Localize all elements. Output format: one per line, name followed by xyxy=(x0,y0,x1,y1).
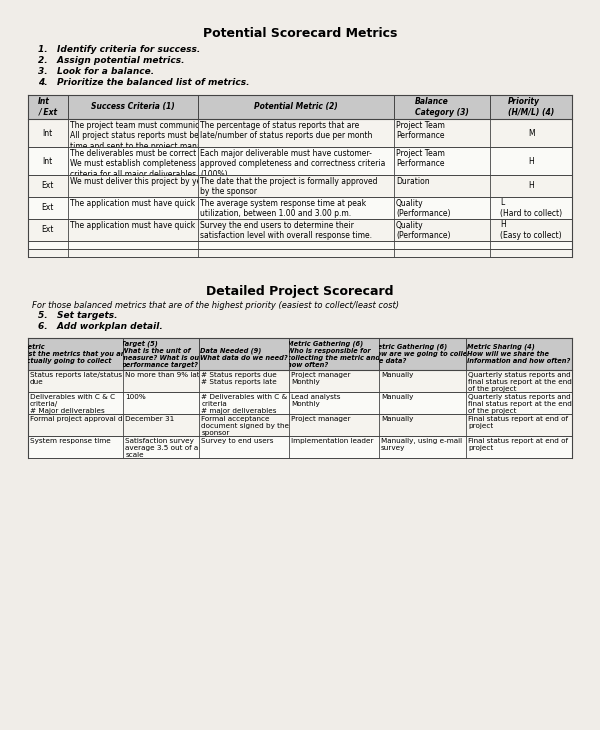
Text: The deliverables must be correct the first time.
We must establish completeness : The deliverables must be correct the fir… xyxy=(70,149,259,179)
Bar xyxy=(379,370,466,392)
Bar xyxy=(466,392,572,414)
Bar xyxy=(28,147,68,175)
Text: 3.   Look for a balance.: 3. Look for a balance. xyxy=(38,67,154,76)
Text: Formal acceptance
document signed by the
sponsor: Formal acceptance document signed by the… xyxy=(202,416,289,436)
Text: Final status report at end of
project: Final status report at end of project xyxy=(468,438,568,451)
Bar xyxy=(490,241,572,249)
Text: 1.   Identify criteria for success.: 1. Identify criteria for success. xyxy=(38,45,200,54)
Bar xyxy=(394,219,490,241)
Text: Each major deliverable must have customer-
approved completeness and correctness: Each major deliverable must have custome… xyxy=(200,149,386,179)
Bar xyxy=(123,392,199,414)
Text: The application must have quick response time.: The application must have quick response… xyxy=(70,221,254,230)
Text: Metric
List the metrics that you are
actually going to collect: Metric List the metrics that you are act… xyxy=(22,344,129,364)
Bar xyxy=(28,95,68,119)
Text: H: H xyxy=(529,182,534,191)
Bar xyxy=(289,392,379,414)
Bar xyxy=(490,197,572,219)
Bar xyxy=(28,338,123,370)
Text: Int
/ Ext: Int / Ext xyxy=(38,97,58,117)
Bar xyxy=(68,95,198,119)
Text: Project Team
Performance: Project Team Performance xyxy=(396,121,445,140)
Bar xyxy=(68,219,198,241)
Text: 100%: 100% xyxy=(125,394,146,400)
Text: Potential Scorecard Metrics: Potential Scorecard Metrics xyxy=(203,27,397,40)
Text: # Deliverables with C & C
criteria
# major deliverables: # Deliverables with C & C criteria # maj… xyxy=(202,394,295,414)
Bar xyxy=(198,249,394,257)
Text: Ext: Ext xyxy=(41,204,54,212)
Bar xyxy=(198,147,394,175)
Text: Final status report at end of
project: Final status report at end of project xyxy=(468,416,568,429)
Bar xyxy=(123,414,199,436)
Text: Lead analysts
Monthly: Lead analysts Monthly xyxy=(291,394,341,407)
Bar xyxy=(394,249,490,257)
Bar xyxy=(394,147,490,175)
Bar xyxy=(490,119,572,147)
Bar xyxy=(289,338,379,370)
Bar xyxy=(198,175,394,197)
Text: Metric Gathering (6)
How are we going to collect
the data?: Metric Gathering (6) How are we going to… xyxy=(371,344,474,364)
Bar xyxy=(394,241,490,249)
Text: Duration: Duration xyxy=(396,177,430,186)
Text: H: H xyxy=(529,156,534,166)
Bar xyxy=(198,197,394,219)
Text: The application must have quick response time.: The application must have quick response… xyxy=(70,199,254,208)
Text: Status reports late/status reports
due: Status reports late/status reports due xyxy=(30,372,151,385)
Bar xyxy=(198,95,394,119)
Text: 5.   Set targets.: 5. Set targets. xyxy=(38,311,118,320)
Bar xyxy=(68,197,198,219)
Bar xyxy=(490,147,572,175)
Text: The project team must communicate proactively.
All project status reports must b: The project team must communicate proact… xyxy=(70,121,258,151)
Bar xyxy=(394,119,490,147)
Bar xyxy=(199,338,289,370)
Bar xyxy=(68,249,198,257)
Bar xyxy=(198,219,394,241)
Bar xyxy=(490,249,572,257)
Bar xyxy=(199,436,289,458)
Bar xyxy=(490,175,572,197)
Bar xyxy=(490,219,572,241)
Bar xyxy=(289,414,379,436)
Text: Quality
(Performance): Quality (Performance) xyxy=(396,221,451,240)
Text: Int: Int xyxy=(43,128,53,137)
Bar xyxy=(379,436,466,458)
Bar xyxy=(28,414,123,436)
Text: Priority
(H/M/L) (4): Priority (H/M/L) (4) xyxy=(508,97,554,117)
Bar xyxy=(28,175,68,197)
Text: The percentage of status reports that are
late/number of status reports due per : The percentage of status reports that ar… xyxy=(200,121,373,140)
Bar xyxy=(28,241,68,249)
Bar xyxy=(28,219,68,241)
Bar xyxy=(466,436,572,458)
Text: We must deliver this project by year end.: We must deliver this project by year end… xyxy=(70,177,228,186)
Text: The date that the project is formally approved
by the sponsor: The date that the project is formally ap… xyxy=(200,177,378,196)
Text: Int: Int xyxy=(43,156,53,166)
Text: Target (5)
What is the unit of
measure? What is our
performance target?: Target (5) What is the unit of measure? … xyxy=(121,340,202,368)
Text: Quarterly status reports and
final status report at the end
of the project: Quarterly status reports and final statu… xyxy=(468,394,572,414)
Bar xyxy=(199,392,289,414)
Text: Detailed Project Scorecard: Detailed Project Scorecard xyxy=(206,285,394,298)
Bar xyxy=(28,249,68,257)
Bar xyxy=(199,370,289,392)
Bar xyxy=(394,95,490,119)
Bar xyxy=(198,241,394,249)
Text: Metric Gathering (6)
Who is responsible for
collecting the metric and
how often?: Metric Gathering (6) Who is responsible … xyxy=(287,340,380,368)
Bar xyxy=(289,436,379,458)
Text: Project manager
Monthly: Project manager Monthly xyxy=(291,372,350,385)
Text: H
(Easy to collect): H (Easy to collect) xyxy=(500,220,562,239)
Bar xyxy=(28,370,123,392)
Text: Balance
Category (3): Balance Category (3) xyxy=(415,97,469,117)
Text: Project manager: Project manager xyxy=(291,416,350,422)
Text: Formal project approval date: Formal project approval date xyxy=(30,416,134,422)
Bar xyxy=(466,414,572,436)
Bar xyxy=(198,119,394,147)
Text: The average system response time at peak
utilization, between 1.00 and 3.00 p.m.: The average system response time at peak… xyxy=(200,199,367,218)
Bar xyxy=(123,338,199,370)
Text: Quality
(Performance): Quality (Performance) xyxy=(396,199,451,218)
Text: Success Criteria (1): Success Criteria (1) xyxy=(91,102,175,112)
Text: Survey the end users to determine their
satisfaction level with overall response: Survey the end users to determine their … xyxy=(200,221,372,240)
Bar xyxy=(123,436,199,458)
Text: Manually: Manually xyxy=(381,372,413,378)
Bar xyxy=(123,370,199,392)
Bar xyxy=(394,175,490,197)
Bar xyxy=(379,414,466,436)
Text: Satisfaction survey
average 3.5 out of a 5.0
scale: Satisfaction survey average 3.5 out of a… xyxy=(125,438,212,458)
